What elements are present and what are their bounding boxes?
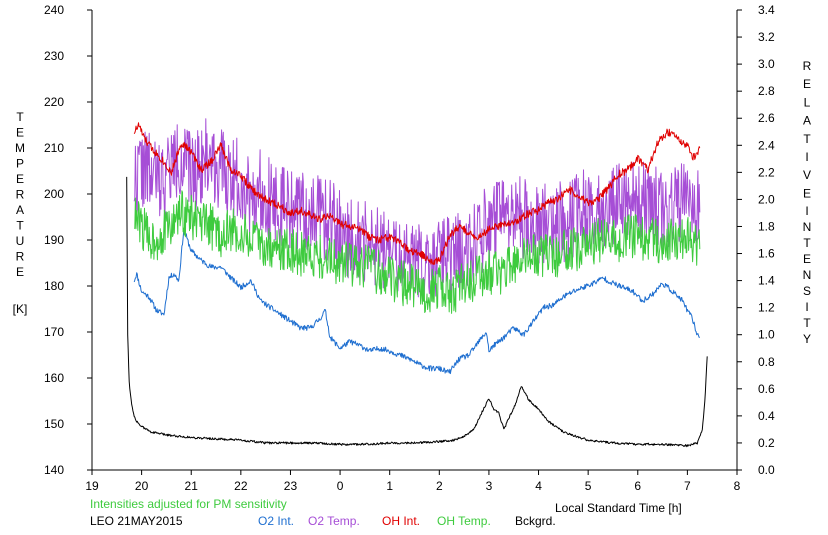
station-date-label: LEO 21MAY2015 bbox=[90, 514, 183, 528]
series-layer bbox=[126, 118, 708, 448]
y-left-tick-label: 220 bbox=[44, 95, 64, 109]
x-tick-label: 21 bbox=[185, 479, 199, 493]
series-line-o2-int bbox=[133, 228, 700, 375]
y-left-unit-label: [K] bbox=[13, 302, 28, 316]
x-tick-label: 2 bbox=[436, 479, 443, 493]
y-right-tick-label: 3.4 bbox=[758, 3, 775, 17]
x-tick-label: 5 bbox=[585, 479, 592, 493]
y-left-label-letter: P bbox=[16, 157, 24, 171]
x-tick-label: 4 bbox=[535, 479, 542, 493]
legend-entry: OH Temp. bbox=[437, 514, 491, 528]
y-right-tick-label: 2.2 bbox=[758, 165, 775, 179]
y-right-tick-label: 0.4 bbox=[758, 409, 775, 423]
x-tick-label: 20 bbox=[135, 479, 149, 493]
legend-entry: OH Int. bbox=[382, 514, 420, 528]
y-left-tick-label: 150 bbox=[44, 417, 64, 431]
y-right-tick-label: 2.4 bbox=[758, 138, 775, 152]
y-left-label-letter: U bbox=[16, 234, 25, 248]
y-right-label-letter: I bbox=[805, 204, 808, 218]
x-tick-label: 22 bbox=[234, 479, 248, 493]
x-tick-label: 8 bbox=[734, 479, 741, 493]
y-right-label-letter: A bbox=[803, 114, 811, 128]
text-layer: 19 20 21 22 23 0 1 2 3 4 5 6 7 8140150160170180190200… bbox=[13, 3, 812, 528]
y-right-label-letter: E bbox=[803, 77, 811, 91]
y-right-label-letter: E bbox=[803, 252, 811, 266]
y-left-tick-label: 210 bbox=[44, 141, 64, 155]
y-left-tick-label: 240 bbox=[44, 3, 64, 17]
y-right-label-letter: N bbox=[803, 268, 812, 282]
x-tick-label: 0 bbox=[337, 479, 344, 493]
y-right-tick-label: 0.6 bbox=[758, 382, 775, 396]
y-right-label-letter: R bbox=[803, 59, 812, 73]
y-right-tick-label: 0.0 bbox=[758, 463, 775, 477]
y-right-label-letter: V bbox=[803, 168, 811, 182]
y-right-tick-label: 1.2 bbox=[758, 301, 775, 315]
x-tick-label: 3 bbox=[486, 479, 493, 493]
y-right-tick-label: 2.0 bbox=[758, 192, 775, 206]
y-right-label-letter: N bbox=[803, 220, 812, 234]
series-line-oh-int bbox=[133, 122, 701, 265]
x-tick-label: 1 bbox=[386, 479, 393, 493]
y-right-label-letter: T bbox=[803, 236, 811, 250]
x-tick-label: 23 bbox=[284, 479, 298, 493]
y-right-label-letter: I bbox=[805, 300, 808, 314]
legend-entry: Bckgrd. bbox=[515, 514, 556, 528]
axes-layer bbox=[87, 9, 742, 475]
y-left-label-letter: M bbox=[15, 141, 25, 155]
y-right-label-letter: Y bbox=[803, 332, 811, 346]
y-left-tick-label: 230 bbox=[44, 49, 64, 63]
y-right-label-letter: T bbox=[803, 132, 811, 146]
series-line-bckgrd bbox=[126, 176, 708, 448]
y-right-label-letter: S bbox=[803, 284, 811, 298]
legend-entry: O2 Int. bbox=[258, 514, 294, 528]
x-tick-label: 7 bbox=[684, 479, 691, 493]
x-axis-label: Local Standard Time [h] bbox=[555, 501, 682, 515]
y-right-label-letter: T bbox=[803, 316, 811, 330]
y-left-label-letter: E bbox=[16, 265, 24, 279]
y-left-label-letter: R bbox=[16, 250, 25, 264]
y-right-label-letter: L bbox=[804, 95, 811, 109]
y-right-tick-label: 1.8 bbox=[758, 219, 775, 233]
y-left-tick-label: 180 bbox=[44, 279, 64, 293]
series-line-o2-temp bbox=[133, 118, 701, 299]
y-right-tick-label: 3.2 bbox=[758, 30, 775, 44]
y-left-tick-label: 160 bbox=[44, 371, 64, 385]
y-right-label-letter: E bbox=[803, 186, 811, 200]
y-left-tick-label: 170 bbox=[44, 325, 64, 339]
y-right-tick-label: 1.6 bbox=[758, 247, 775, 261]
x-tick-label: 19 bbox=[85, 479, 99, 493]
y-right-tick-label: 1.4 bbox=[758, 274, 775, 288]
y-right-tick-label: 3.0 bbox=[758, 57, 775, 71]
legend-entry: O2 Temp. bbox=[308, 514, 360, 528]
y-left-tick-label: 200 bbox=[44, 187, 64, 201]
sensitivity-note: Intensities adjusted for PM sensitivity bbox=[90, 497, 287, 511]
y-right-tick-label: 0.2 bbox=[758, 436, 775, 450]
y-right-tick-label: 2.8 bbox=[758, 84, 775, 98]
y-left-label-letter: E bbox=[16, 126, 24, 140]
y-right-tick-label: 0.8 bbox=[758, 355, 775, 369]
y-left-label-letter: R bbox=[16, 188, 25, 202]
y-right-label-letter: I bbox=[805, 150, 808, 164]
y-left-tick-label: 140 bbox=[44, 463, 64, 477]
y-right-tick-label: 1.0 bbox=[758, 328, 775, 342]
y-left-label-letter: T bbox=[16, 110, 24, 124]
y-left-label-letter: E bbox=[16, 172, 24, 186]
y-left-tick-label: 190 bbox=[44, 233, 64, 247]
y-left-label-letter: T bbox=[16, 219, 24, 233]
y-right-tick-label: 2.6 bbox=[758, 111, 775, 125]
series-line-oh-temp bbox=[134, 190, 701, 314]
y-left-label-letter: A bbox=[16, 203, 24, 217]
x-tick-label: 6 bbox=[634, 479, 641, 493]
